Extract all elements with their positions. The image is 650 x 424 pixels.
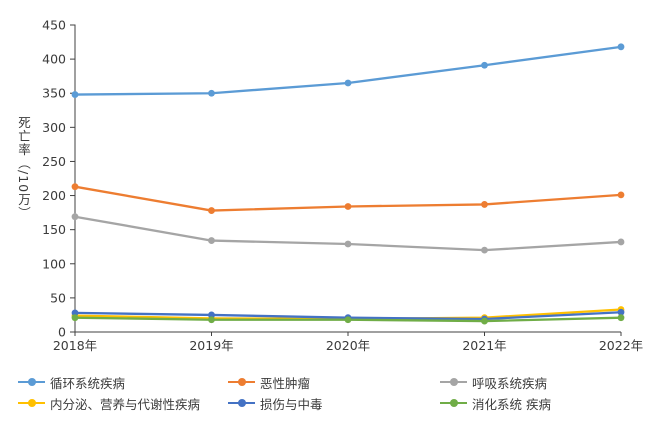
- y-tick-label: 250: [42, 154, 66, 169]
- data-point-marker: [617, 308, 625, 316]
- y-tick-label: 200: [42, 188, 66, 203]
- y-tick-label: 50: [50, 290, 66, 305]
- data-point-marker: [208, 311, 215, 319]
- data-point-marker: [481, 61, 488, 69]
- y-tick-label: 150: [42, 222, 66, 237]
- x-tick-label: 2018年: [53, 338, 97, 353]
- data-point-marker: [71, 213, 79, 221]
- x-tick-label: 2022年: [599, 338, 643, 353]
- data-point-marker: [481, 246, 488, 254]
- data-point-marker: [208, 237, 215, 244]
- x-tick-label: 2019年: [189, 338, 233, 353]
- data-point-marker: [617, 314, 625, 322]
- data-point-marker: [617, 43, 625, 51]
- data-point-marker: [481, 201, 488, 208]
- data-point-marker: [344, 203, 352, 210]
- data-point-marker: [208, 207, 215, 214]
- y-tick-label: 100: [42, 256, 66, 271]
- x-tick-label: 2020年: [326, 338, 370, 353]
- y-tick-label: 350: [42, 86, 66, 101]
- y-tick-label: 400: [42, 52, 66, 67]
- data-point-marker: [481, 317, 488, 325]
- y-axis-title: 死亡率（/10万）: [16, 116, 31, 221]
- data-point-marker: [617, 238, 625, 246]
- data-point-marker: [71, 91, 79, 98]
- y-tick-label: 0: [58, 325, 66, 340]
- data-point-marker: [208, 89, 215, 97]
- series-line: [73, 45, 623, 96]
- x-tick-label: 2021年: [462, 338, 506, 353]
- data-point-marker: [71, 314, 79, 322]
- y-tick-label: 450: [42, 18, 66, 33]
- data-point-marker: [617, 191, 625, 199]
- data-point-marker: [344, 316, 352, 324]
- data-point-marker: [71, 309, 79, 317]
- data-point-marker: [71, 183, 79, 191]
- y-tick-label: 300: [42, 120, 66, 135]
- data-point-marker: [344, 79, 352, 87]
- data-point-marker: [344, 240, 352, 248]
- data-point-marker: [208, 316, 215, 324]
